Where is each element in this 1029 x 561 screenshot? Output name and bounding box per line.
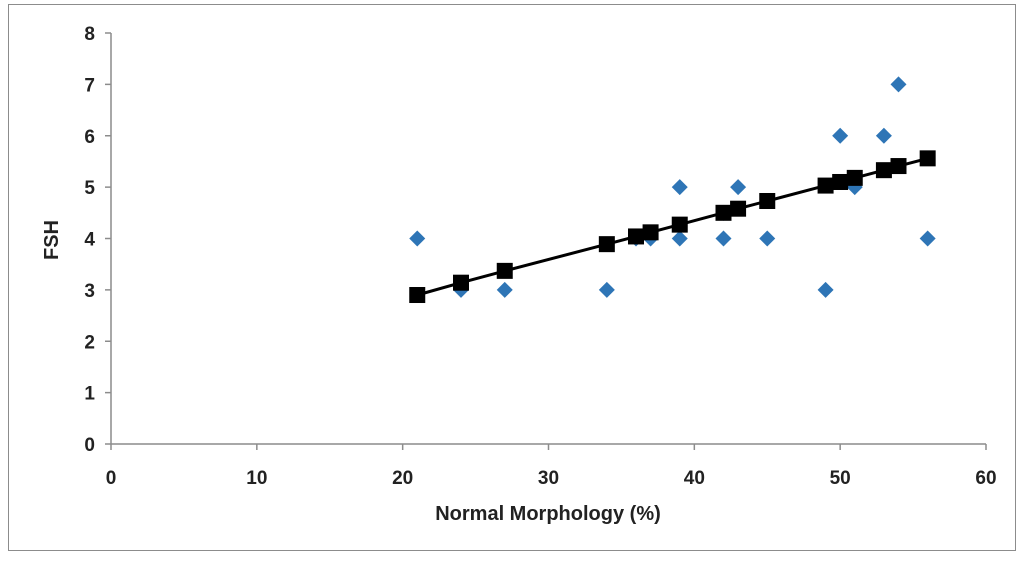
y-tick-label: 6 <box>84 127 95 148</box>
fitted-point-square <box>598 236 615 253</box>
x-tick-label: 30 <box>538 468 559 489</box>
data-point-diamond <box>875 127 892 144</box>
fitted-point-square <box>453 274 469 291</box>
data-point-diamond <box>598 281 615 298</box>
data-marks <box>409 76 936 304</box>
x-tick-label: 40 <box>684 468 705 489</box>
data-point-diamond <box>715 230 732 247</box>
y-tick-label: 0 <box>84 435 95 456</box>
y-tick-label: 3 <box>84 281 95 302</box>
data-point-diamond <box>890 76 907 93</box>
x-tick-label: 10 <box>246 468 267 489</box>
fitted-point-square <box>409 287 426 304</box>
y-tick-label: 1 <box>84 384 95 405</box>
fitted-point-square <box>628 228 644 245</box>
y-tick-label: 4 <box>84 230 95 251</box>
x-axis-title: Normal Morphology (%) <box>435 503 661 525</box>
fitted-point-square <box>496 262 513 279</box>
fitted-point-square <box>817 177 834 194</box>
x-tick-label: 0 <box>106 468 117 489</box>
data-point-diamond <box>817 281 834 298</box>
fitted-point-square <box>919 150 936 167</box>
x-tick-label: 50 <box>830 468 851 489</box>
data-point-diamond <box>832 127 849 144</box>
fitted-point-square <box>759 192 776 209</box>
fitted-point-square <box>730 200 747 217</box>
data-point-diamond <box>496 281 513 298</box>
fitted-point-square <box>832 173 849 190</box>
y-tick-label: 2 <box>84 332 95 353</box>
y-axis-title: FSH <box>41 220 63 260</box>
data-point-diamond <box>671 230 688 247</box>
y-tick-label: 7 <box>84 75 95 96</box>
y-tick-label: 8 <box>84 24 95 45</box>
data-point-diamond <box>671 179 688 196</box>
fitted-point-square <box>642 224 659 241</box>
x-tick-label: 20 <box>392 468 413 489</box>
axes: 0 1 2 3 4 5 6 7 8 0 10 20 30 40 50 60 <box>84 24 996 489</box>
y-tick-label: 5 <box>84 178 95 199</box>
fitted-point-square <box>846 169 863 186</box>
data-point-diamond <box>759 230 776 247</box>
chart-frame <box>8 4 1016 551</box>
fitted-point-square <box>890 158 907 175</box>
fitted-point-square <box>875 162 892 179</box>
x-tick-label: 60 <box>975 468 996 489</box>
fitted-point-square <box>715 204 732 221</box>
fitted-point-square <box>671 216 688 233</box>
data-point-diamond <box>409 230 426 247</box>
data-point-diamond <box>730 179 747 196</box>
data-point-diamond <box>919 230 936 247</box>
